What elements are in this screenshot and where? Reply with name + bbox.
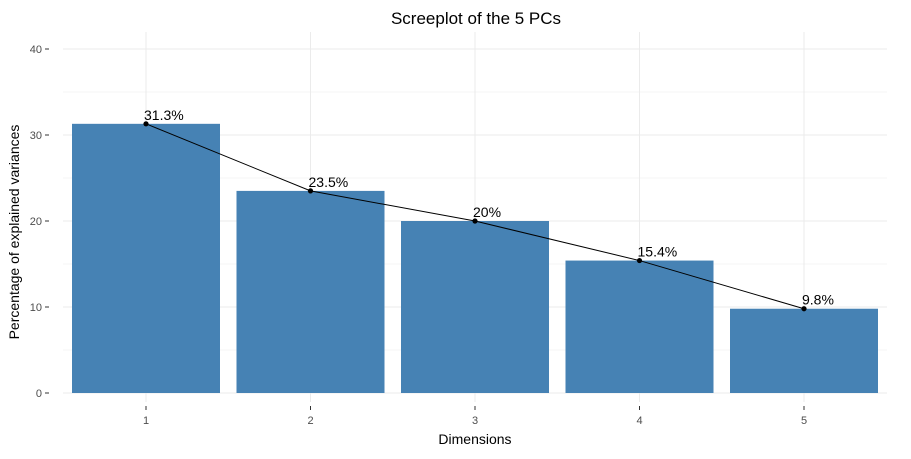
- bars-layer: [72, 123, 878, 393]
- data-label: 9.8%: [802, 292, 834, 308]
- y-axis-ticks: 0 10 20 30 40: [30, 44, 49, 400]
- bar: [565, 260, 714, 393]
- x-tick-label: 3: [472, 415, 478, 427]
- data-point: [472, 218, 478, 224]
- data-point: [143, 121, 149, 127]
- y-tick-label: 10: [30, 302, 42, 314]
- x-axis-label: Dimensions: [438, 431, 511, 447]
- data-label: 20%: [473, 204, 501, 220]
- x-tick-label: 2: [307, 415, 313, 427]
- y-tick-label: 20: [30, 216, 42, 228]
- points-layer: [143, 121, 807, 312]
- x-tick-label: 4: [636, 415, 642, 427]
- x-axis-ticks: 1 2 3 4 5: [143, 406, 807, 427]
- bar: [236, 190, 385, 393]
- x-tick-label: 5: [801, 415, 807, 427]
- y-tick-label: 40: [30, 44, 42, 56]
- chart-title: Screeplot of the 5 PCs: [391, 9, 561, 28]
- data-label: 15.4%: [638, 244, 678, 260]
- data-point: [636, 257, 643, 264]
- data-label: 31.3%: [144, 107, 184, 123]
- bar: [401, 221, 549, 393]
- y-tick-label: 0: [36, 388, 42, 400]
- x-tick-label: 1: [143, 415, 149, 427]
- data-point: [307, 188, 314, 194]
- y-tick-label: 30: [30, 130, 42, 142]
- data-label: 23.5%: [309, 174, 349, 190]
- bar: [72, 123, 220, 393]
- data-point: [801, 306, 807, 312]
- bar: [730, 308, 878, 393]
- data-labels-layer: 31.3% 23.5% 20% 15.4% 9.8%: [144, 107, 834, 308]
- y-axis-label: Percentage of explained variances: [6, 125, 22, 340]
